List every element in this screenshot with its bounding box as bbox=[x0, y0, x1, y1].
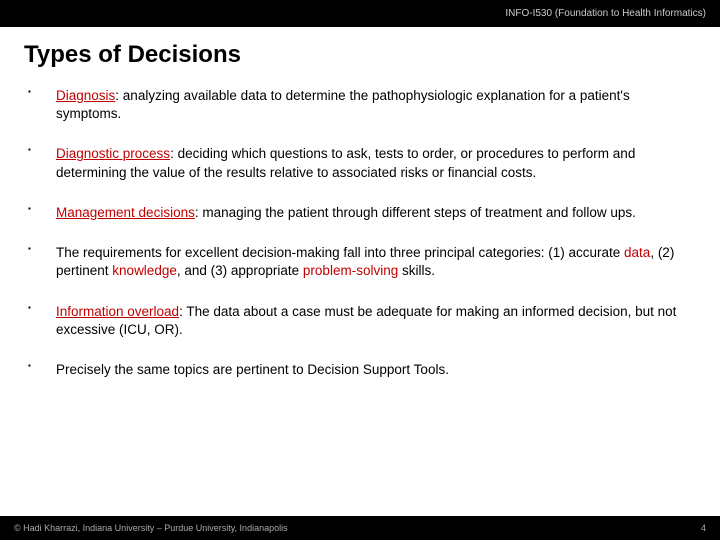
footer-bar: © Hadi Kharrazi, Indiana University – Pu… bbox=[0, 516, 720, 540]
bullet-text: managing the patient through different s… bbox=[202, 205, 636, 220]
bullet-item: Precisely the same topics are pertinent … bbox=[24, 361, 696, 379]
bullet-term: Diagnosis bbox=[56, 88, 115, 103]
bullet-mid: , and (3) appropriate bbox=[177, 263, 303, 278]
bullet-item: Diagnostic process: deciding which quest… bbox=[24, 145, 696, 181]
bullet-item: The requirements for excellent decision-… bbox=[24, 244, 696, 280]
bullet-post: skills. bbox=[398, 263, 435, 278]
bullet-pre: The requirements for excellent decision-… bbox=[56, 245, 624, 260]
course-code: INFO-I530 (Foundation to Health Informat… bbox=[505, 8, 706, 19]
bullet-keyword: problem-solving bbox=[303, 263, 398, 278]
bullet-sep: : bbox=[170, 146, 178, 161]
bullet-text: analyzing available data to determine th… bbox=[56, 88, 630, 121]
bullet-keyword: data bbox=[624, 245, 650, 260]
header-bar: INFO-I530 (Foundation to Health Informat… bbox=[0, 0, 720, 27]
slide-content: Types of Decisions Diagnosis: analyzing … bbox=[0, 27, 720, 516]
slide: INFO-I530 (Foundation to Health Informat… bbox=[0, 0, 720, 540]
bullet-text: Precisely the same topics are pertinent … bbox=[56, 362, 449, 377]
bullet-term: Information overload bbox=[56, 304, 179, 319]
slide-title: Types of Decisions bbox=[24, 41, 696, 69]
bullet-term: Diagnostic process bbox=[56, 146, 170, 161]
bullet-keyword: knowledge bbox=[112, 263, 177, 278]
bullet-term: Management decisions bbox=[56, 205, 195, 220]
bullet-sep: : bbox=[115, 88, 123, 103]
bullet-item: Information overload: The data about a c… bbox=[24, 303, 696, 339]
bullet-item: Diagnosis: analyzing available data to d… bbox=[24, 87, 696, 123]
bullet-list: Diagnosis: analyzing available data to d… bbox=[24, 87, 696, 379]
bullet-item: Management decisions: managing the patie… bbox=[24, 204, 696, 222]
page-number: 4 bbox=[701, 523, 706, 533]
footer-copyright: © Hadi Kharrazi, Indiana University – Pu… bbox=[14, 523, 288, 533]
